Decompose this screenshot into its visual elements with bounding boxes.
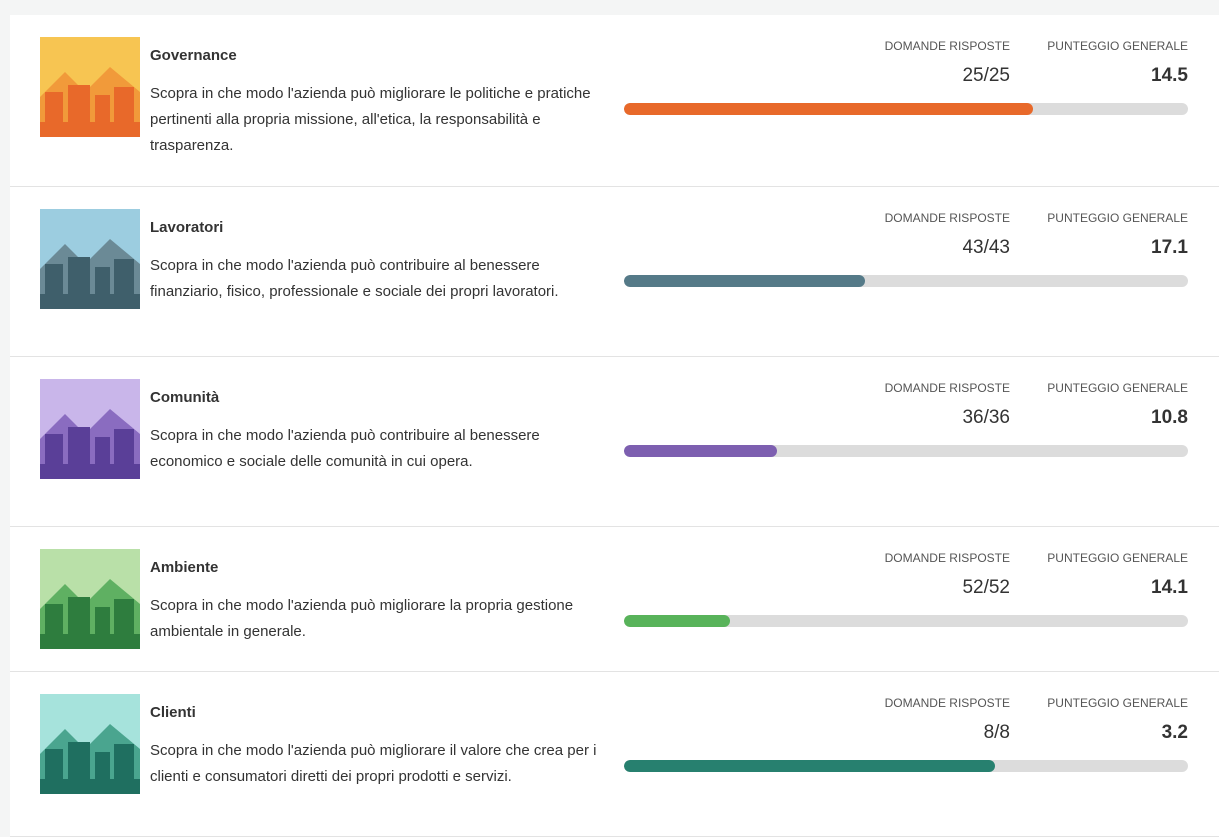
topic-row[interactable]: Ambiente Scopra in che modo l'azienda può…: [10, 527, 1219, 672]
progress-track: [624, 615, 1188, 627]
answered-value: 43/43: [962, 237, 1010, 259]
answered-label: DOMANDE RISPOSTE: [885, 381, 1010, 395]
answered-label: DOMANDE RISPOSTE: [885, 696, 1010, 710]
progress-track: [624, 760, 1188, 772]
progress-fill: [624, 445, 777, 457]
topic-row[interactable]: Clienti Scopra in che modo l'azienda può …: [10, 672, 1219, 837]
topic-image: [40, 549, 140, 649]
score-label: PUNTEGGIO GENERALE: [1047, 211, 1188, 225]
answered-label: DOMANDE RISPOSTE: [885, 211, 1010, 225]
topic-title: Governance: [150, 47, 237, 64]
answered-value: 52/52: [962, 577, 1010, 599]
answered-label: DOMANDE RISPOSTE: [885, 39, 1010, 53]
topic-description: Scopra in che modo l'azienda può miglior…: [150, 593, 600, 645]
progress-track: [624, 275, 1188, 287]
score-value: 17.1: [1151, 237, 1188, 259]
score-label: PUNTEGGIO GENERALE: [1047, 696, 1188, 710]
topic-description: Scopra in che modo l'azienda può miglior…: [150, 81, 600, 159]
score-value: 3.2: [1162, 722, 1188, 744]
score-label: PUNTEGGIO GENERALE: [1047, 381, 1188, 395]
progress-fill: [624, 615, 730, 627]
topic-title: Lavoratori: [150, 219, 223, 236]
illustration: [40, 379, 140, 479]
topic-description: Scopra in che modo l'azienda può contrib…: [150, 423, 600, 475]
answered-value: 36/36: [962, 407, 1010, 429]
page: Governance Scopra in che modo l'azienda p…: [0, 0, 1219, 837]
topic-list: Governance Scopra in che modo l'azienda p…: [10, 15, 1219, 837]
topic-description: Scopra in che modo l'azienda può miglior…: [150, 738, 600, 790]
answered-value: 8/8: [984, 722, 1010, 744]
progress-fill: [624, 275, 865, 287]
illustration: [40, 37, 140, 137]
topic-row[interactable]: Lavoratori Scopra in che modo l'azienda p…: [10, 187, 1219, 357]
topic-row[interactable]: Comunità Scopra in che modo l'azienda può…: [10, 357, 1219, 527]
answered-label: DOMANDE RISPOSTE: [885, 551, 1010, 565]
progress-fill: [624, 760, 995, 772]
illustration: [40, 549, 140, 649]
score-value: 10.8: [1151, 407, 1188, 429]
topic-image: [40, 37, 140, 137]
topic-image: [40, 694, 140, 794]
topic-title: Clienti: [150, 704, 196, 721]
progress-track: [624, 445, 1188, 457]
progress-fill: [624, 103, 1033, 115]
score-label: PUNTEGGIO GENERALE: [1047, 39, 1188, 53]
illustration: [40, 694, 140, 794]
progress-track: [624, 103, 1188, 115]
illustration: [40, 209, 140, 309]
topic-image: [40, 379, 140, 479]
topic-row[interactable]: Governance Scopra in che modo l'azienda p…: [10, 15, 1219, 187]
topic-title: Ambiente: [150, 559, 218, 576]
score-value: 14.1: [1151, 577, 1188, 599]
topic-description: Scopra in che modo l'azienda può contrib…: [150, 253, 600, 305]
answered-value: 25/25: [962, 65, 1010, 87]
score-label: PUNTEGGIO GENERALE: [1047, 551, 1188, 565]
score-value: 14.5: [1151, 65, 1188, 87]
topic-title: Comunità: [150, 389, 219, 406]
topic-image: [40, 209, 140, 309]
